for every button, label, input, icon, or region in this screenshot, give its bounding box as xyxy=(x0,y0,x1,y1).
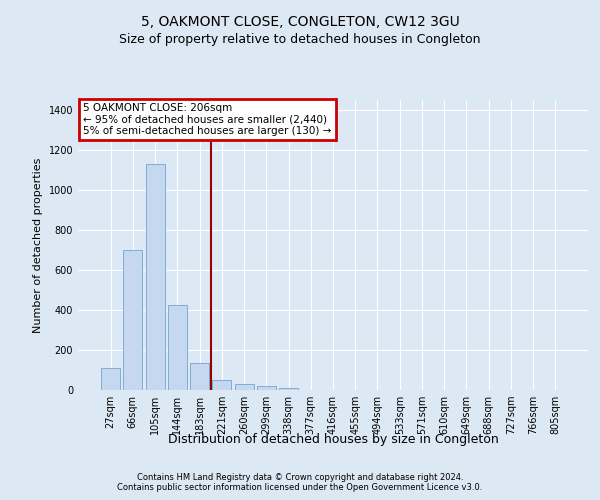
Bar xyxy=(190,363,209,390)
Text: Size of property relative to detached houses in Congleton: Size of property relative to detached ho… xyxy=(119,32,481,46)
Text: Contains public sector information licensed under the Open Government Licence v3: Contains public sector information licen… xyxy=(118,482,482,492)
Bar xyxy=(101,368,120,390)
Text: Contains HM Land Registry data © Crown copyright and database right 2024.: Contains HM Land Registry data © Crown c… xyxy=(137,472,463,482)
Bar xyxy=(279,388,298,390)
Bar xyxy=(235,384,254,390)
Y-axis label: Number of detached properties: Number of detached properties xyxy=(33,158,43,332)
Text: Distribution of detached houses by size in Congleton: Distribution of detached houses by size … xyxy=(167,432,499,446)
Text: 5 OAKMONT CLOSE: 206sqm
← 95% of detached houses are smaller (2,440)
5% of semi-: 5 OAKMONT CLOSE: 206sqm ← 95% of detache… xyxy=(83,103,331,136)
Bar xyxy=(146,164,164,390)
Text: 5, OAKMONT CLOSE, CONGLETON, CW12 3GU: 5, OAKMONT CLOSE, CONGLETON, CW12 3GU xyxy=(140,15,460,29)
Bar xyxy=(124,250,142,390)
Bar xyxy=(257,386,276,390)
Bar xyxy=(168,305,187,390)
Bar xyxy=(212,380,231,390)
